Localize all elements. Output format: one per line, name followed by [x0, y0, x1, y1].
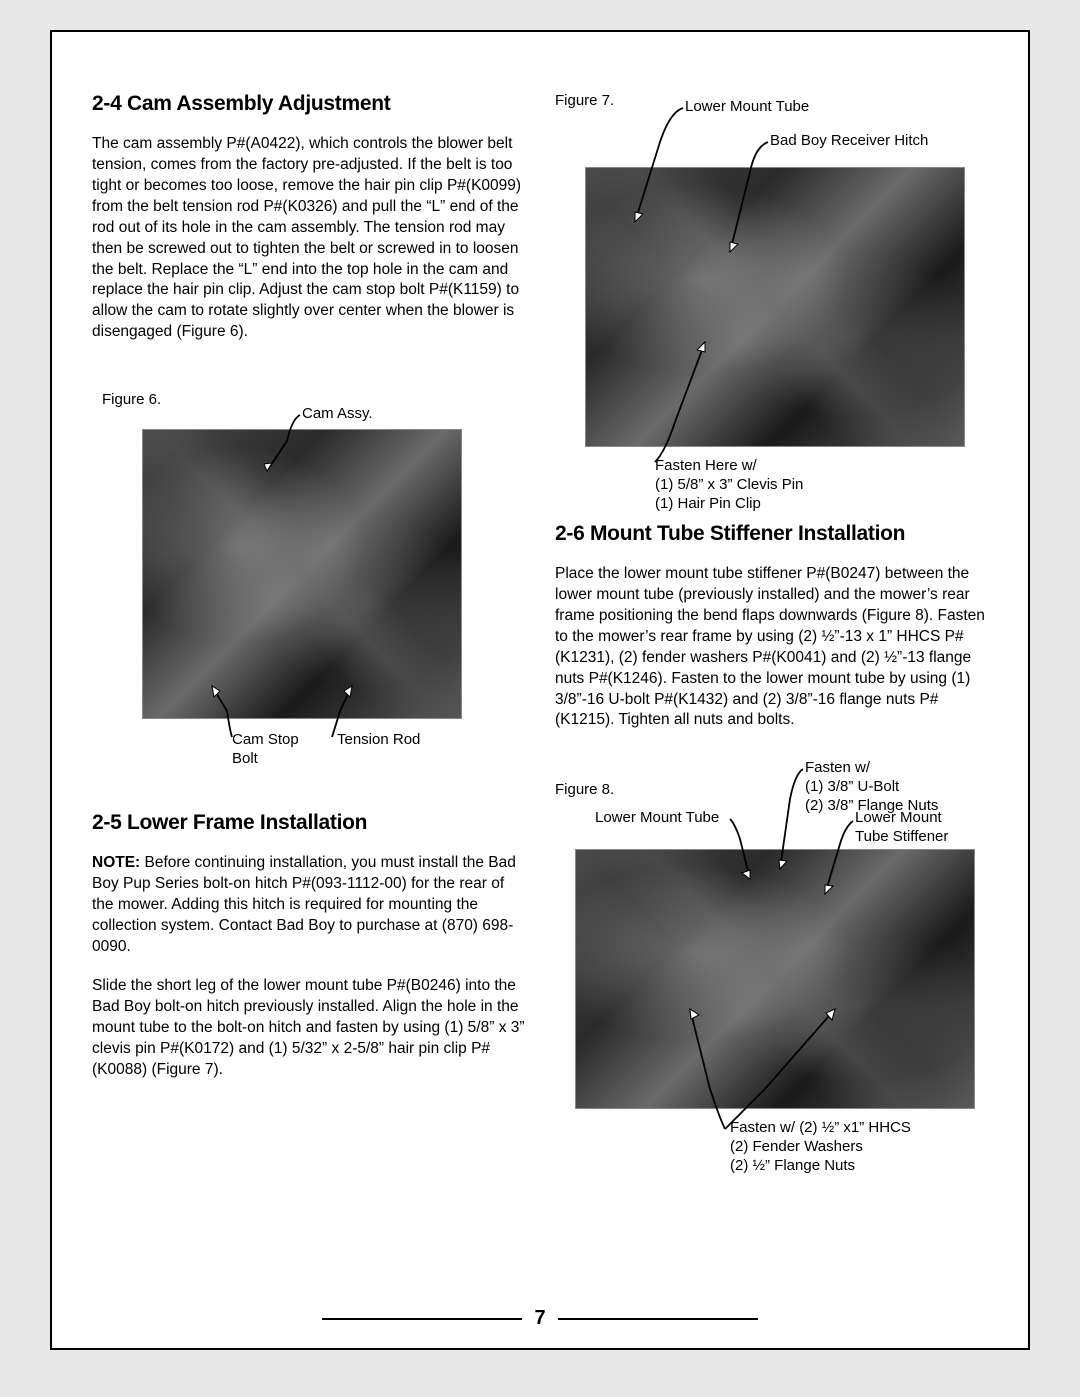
figure-6-caption: Figure 6.	[102, 391, 161, 408]
callout-fasten-here: Fasten Here w/ (1) 5/8” x 3” Clevis Pin …	[655, 457, 803, 513]
left-column: 2-4 Cam Assembly Adjustment The cam asse…	[92, 92, 525, 1308]
figure-7: Figure 7. Lower Mount Tube Bad Boy Recei…	[555, 92, 988, 522]
callout-receiver-hitch: Bad Boy Receiver Hitch	[770, 132, 928, 151]
figure-6: Figure 6. Cam Assy. Cam Stop Bolt Tensio…	[92, 391, 525, 791]
figure-6-photo	[142, 429, 462, 719]
callout-cam-stop-bolt: Cam Stop Bolt	[232, 731, 299, 769]
section-2-6-paragraph: Place the lower mount tube stiffener P#(…	[555, 564, 988, 731]
callout-lower-mount-tube-f8: Lower Mount Tube	[595, 809, 719, 828]
section-2-5-paragraph-2: Slide the short leg of the lower mount t…	[92, 976, 525, 1081]
figure-8-photo	[575, 849, 975, 1109]
section-2-4-paragraph: The cam assembly P#(A0422), which contro…	[92, 134, 525, 343]
callout-lower-mount-stiffener: Lower Mount Tube Stiffener	[855, 809, 948, 847]
right-column: Figure 7. Lower Mount Tube Bad Boy Recei…	[555, 92, 988, 1308]
figure-8: Figure 8. Fasten w/ (1) 3/8” U-Bolt (2) …	[555, 759, 988, 1189]
manual-page: 2-4 Cam Assembly Adjustment The cam asse…	[50, 30, 1030, 1350]
callout-tension-rod: Tension Rod	[337, 731, 420, 750]
figure-8-caption: Figure 8.	[555, 781, 614, 798]
section-2-5-heading: 2-5 Lower Frame Installation	[92, 811, 525, 835]
figure-7-caption: Figure 7.	[555, 92, 614, 109]
figure-7-photo	[585, 167, 965, 447]
callout-fasten-ubolt: Fasten w/ (1) 3/8” U-Bolt (2) 3/8” Flang…	[805, 759, 938, 815]
callout-fasten-hhcs: Fasten w/ (2) ½” x1” HHCS (2) Fender Was…	[730, 1119, 911, 1175]
note-label: NOTE:	[92, 854, 140, 871]
page-number-footer: 7	[52, 1307, 1028, 1330]
footer-rule-left	[322, 1318, 522, 1320]
page-number: 7	[534, 1307, 545, 1330]
callout-lower-mount-tube-f7: Lower Mount Tube	[685, 98, 809, 117]
footer-rule-right	[558, 1318, 758, 1320]
section-2-5-note: NOTE: Before continuing installation, yo…	[92, 853, 525, 958]
two-column-layout: 2-4 Cam Assembly Adjustment The cam asse…	[92, 92, 988, 1308]
callout-cam-assy: Cam Assy.	[302, 405, 373, 424]
section-2-6-heading: 2-6 Mount Tube Stiffener Installation	[555, 522, 988, 546]
note-text: Before continuing installation, you must…	[92, 854, 516, 955]
section-2-4-heading: 2-4 Cam Assembly Adjustment	[92, 92, 525, 116]
